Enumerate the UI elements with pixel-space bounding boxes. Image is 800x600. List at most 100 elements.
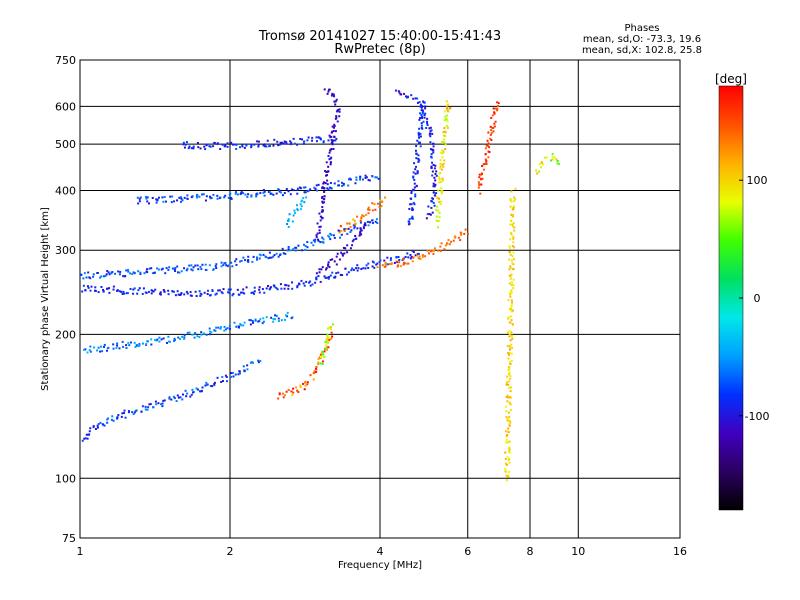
echo-point — [239, 260, 242, 263]
echo-point — [505, 470, 508, 473]
echo-point — [426, 122, 429, 125]
echo-point — [292, 214, 295, 217]
echo-point — [86, 285, 89, 288]
echo-point — [129, 341, 132, 344]
echo-point — [484, 158, 487, 161]
echo-point — [146, 340, 149, 343]
echo-point — [367, 212, 370, 215]
echo-point — [129, 287, 132, 290]
echo-point — [213, 384, 216, 387]
echo-point — [329, 238, 332, 241]
echo-point — [327, 340, 330, 343]
echo-point — [203, 145, 206, 148]
echo-point — [463, 232, 466, 235]
echo-point — [317, 357, 320, 360]
echo-point — [511, 208, 514, 211]
echo-point — [335, 116, 338, 119]
echo-point — [225, 375, 228, 378]
echo-point — [173, 337, 176, 340]
echo-point — [102, 423, 105, 426]
y-tick-label: 200 — [55, 328, 76, 341]
echo-point — [336, 109, 339, 112]
echo-point — [146, 408, 149, 411]
echo-point — [278, 393, 281, 396]
echo-point — [434, 183, 437, 186]
echo-point — [84, 289, 87, 292]
echo-point — [330, 148, 333, 151]
echo-point — [441, 180, 444, 183]
echo-point — [262, 188, 265, 191]
echo-point — [535, 169, 538, 172]
echo-point — [219, 325, 222, 328]
echo-point — [272, 284, 275, 287]
echo-point — [419, 132, 422, 135]
echo-point — [99, 350, 102, 353]
echo-point — [512, 278, 515, 281]
echo-point — [125, 346, 128, 349]
echo-point — [155, 201, 158, 204]
echo-point — [417, 154, 420, 157]
echo-point — [324, 341, 327, 344]
echo-point — [321, 362, 324, 365]
echo-point — [131, 411, 134, 414]
echo-point — [446, 126, 449, 129]
echo-point — [321, 195, 324, 198]
echo-point — [125, 292, 128, 295]
echo-point — [508, 371, 511, 374]
echo-point — [444, 131, 447, 134]
echo-point — [338, 110, 341, 113]
echo-point — [97, 422, 100, 425]
echo-point — [417, 131, 420, 134]
echo-point — [510, 214, 513, 217]
echo-point — [252, 292, 255, 295]
echo-point — [351, 267, 354, 270]
echo-point — [373, 266, 376, 269]
echo-point — [186, 392, 189, 395]
echo-point — [511, 281, 514, 284]
echo-point — [464, 228, 467, 231]
echo-point — [292, 189, 295, 192]
echo-point — [409, 203, 412, 206]
echo-point — [235, 263, 238, 266]
echo-point — [493, 125, 496, 128]
echo-point — [539, 166, 542, 169]
echo-point — [441, 156, 444, 159]
echo-point — [189, 291, 192, 294]
echo-point — [200, 293, 203, 296]
y-tick-label: 600 — [55, 100, 76, 113]
echo-point — [441, 152, 444, 155]
echo-point — [510, 346, 513, 349]
x-tick-label: 1 — [77, 545, 84, 558]
echo-point — [171, 267, 174, 270]
echo-point — [167, 289, 170, 292]
echo-point — [240, 191, 243, 194]
echo-point — [116, 344, 119, 347]
echo-point — [168, 340, 171, 343]
echo-point — [277, 144, 280, 147]
echo-point — [428, 127, 431, 130]
echo-point — [356, 264, 359, 267]
echo-point — [488, 146, 491, 149]
echo-point — [317, 363, 320, 366]
echo-point — [177, 336, 180, 339]
echo-point — [127, 268, 130, 271]
echo-point — [261, 288, 264, 291]
echo-point — [514, 198, 517, 201]
echo-point — [371, 260, 374, 263]
echo-point — [181, 398, 184, 401]
echo-point — [213, 141, 216, 144]
echo-point — [417, 257, 420, 260]
echo-point — [536, 172, 539, 175]
chart-subtitle: RwPretec (8p) — [334, 42, 425, 57]
echo-point — [507, 396, 510, 399]
echo-point — [285, 142, 288, 145]
echo-point — [333, 260, 336, 263]
echo-point — [289, 143, 292, 146]
echo-point — [290, 141, 293, 144]
echo-point — [281, 392, 284, 395]
echo-point — [168, 266, 171, 269]
echo-point — [173, 340, 176, 343]
echo-point — [239, 323, 242, 326]
echo-point — [341, 181, 344, 184]
echo-point — [322, 187, 325, 190]
